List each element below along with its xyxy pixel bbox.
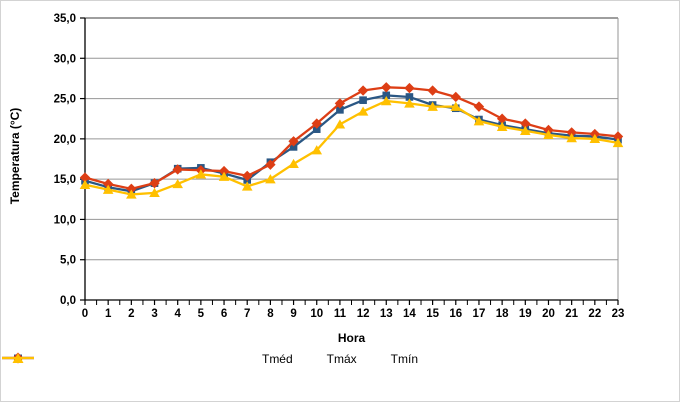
data-marker-square [336, 106, 344, 114]
x-tick-label: 13 [380, 308, 393, 320]
data-marker-triangle [427, 101, 438, 111]
data-marker-triangle [612, 137, 624, 148]
data-marker-diamond [357, 85, 369, 96]
data-marker-diamond [265, 159, 276, 170]
x-tick-label: 20 [542, 308, 555, 320]
data-marker-triangle [334, 119, 346, 129]
data-marker-diamond [102, 178, 114, 190]
data-marker-triangle [473, 116, 485, 126]
data-marker-triangle [404, 98, 415, 108]
x-tick-label: 5 [198, 308, 205, 320]
x-tick-label: 4 [174, 308, 181, 320]
legend-label-tmax: Tmáx [326, 352, 357, 366]
data-marker-diamond [288, 136, 299, 147]
x-tick-label: 0 [82, 308, 88, 320]
data-marker-triangle [126, 189, 137, 199]
data-marker-triangle [79, 179, 91, 189]
x-tick-label: 19 [519, 308, 532, 320]
x-tick-label: 9 [290, 308, 296, 320]
data-marker-triangle [311, 145, 323, 155]
data-marker-diamond [450, 91, 461, 103]
data-marker-triangle [496, 121, 508, 131]
y-tick-label: 0,0 [60, 295, 76, 307]
data-marker-triangle [566, 133, 577, 143]
data-marker-diamond [149, 177, 160, 189]
x-tick-label: 15 [426, 308, 439, 320]
data-marker-triangle [589, 133, 601, 144]
x-tick-label: 18 [496, 308, 509, 320]
x-tick-label: 6 [221, 308, 227, 320]
x-tick-label: 7 [244, 308, 250, 320]
legend-label-tmin: Tmín [390, 352, 419, 366]
y-tick-label: 15,0 [54, 174, 76, 186]
data-marker-square [382, 91, 391, 100]
legend-item-tmin: Tmín [2, 352, 419, 366]
y-tick-label: 5,0 [60, 255, 76, 267]
legend-label-tmed: Tméd [261, 352, 293, 366]
x-tick-label: 23 [612, 308, 625, 320]
data-marker-diamond [311, 118, 322, 129]
x-tick-label: 12 [357, 308, 370, 320]
data-marker-triangle [357, 106, 369, 116]
series-line-tmáx [84, 86, 619, 190]
y-tick-label: 25,0 [54, 94, 76, 106]
data-marker-square [312, 125, 321, 133]
data-marker-diamond [172, 164, 183, 175]
x-tick-label: 14 [403, 308, 416, 320]
data-marker-square [405, 93, 414, 101]
data-marker-diamond [242, 170, 253, 182]
legend-item-tmax: Tmáx [2, 352, 357, 366]
data-marker-diamond [218, 165, 230, 177]
x-tick-label: 11 [334, 308, 347, 320]
series-line-tmín [84, 99, 619, 196]
x-axis-title: Hora [337, 331, 366, 345]
data-marker-triangle [543, 129, 554, 140]
x-tick-label: 3 [151, 308, 157, 320]
x-tick-label: 17 [473, 308, 486, 320]
data-marker-square [359, 96, 367, 104]
data-marker-diamond [566, 127, 577, 138]
legend-item-tmed: Tméd [2, 352, 293, 366]
x-tick-label: 2 [128, 308, 134, 320]
legend: Tméd Tmáx Tmín [1, 352, 679, 366]
data-marker-triangle [241, 181, 253, 191]
data-marker-triangle [380, 95, 392, 106]
data-marker-diamond [404, 82, 415, 94]
data-marker-diamond [496, 113, 508, 124]
y-tick-label: 20,0 [54, 134, 76, 146]
data-marker-diamond [79, 172, 91, 183]
x-tick-label: 21 [565, 308, 578, 320]
data-marker-triangle [288, 158, 299, 169]
y-tick-label: 35,0 [54, 13, 76, 25]
data-marker-diamond [427, 85, 438, 96]
data-marker-diamond [126, 183, 137, 195]
data-marker-triangle [218, 171, 230, 181]
data-marker-triangle [172, 178, 183, 189]
data-marker-triangle [450, 101, 462, 111]
data-marker-triangle [520, 125, 531, 135]
data-marker-diamond [520, 118, 531, 129]
data-marker-diamond [381, 82, 392, 93]
x-tick-label: 1 [105, 308, 112, 320]
y-axis-title: Temperatura (°C) [8, 107, 22, 205]
data-marker-triangle [149, 187, 160, 198]
data-marker-triangle [265, 174, 276, 184]
x-tick-label: 22 [588, 308, 601, 320]
data-marker-diamond [473, 101, 485, 112]
x-tick-label: 8 [267, 308, 274, 320]
y-tick-label: 10,0 [54, 214, 76, 226]
x-tick-label: 10 [310, 308, 323, 320]
x-tick-label: 16 [449, 308, 462, 320]
y-tick-label: 30,0 [54, 53, 76, 65]
tmin-triangle-marker-icon [2, 353, 34, 363]
data-marker-triangle [195, 169, 207, 179]
data-marker-square [289, 143, 298, 151]
data-marker-triangle [102, 184, 114, 194]
data-marker-diamond [334, 98, 346, 109]
data-marker-diamond [612, 131, 624, 142]
